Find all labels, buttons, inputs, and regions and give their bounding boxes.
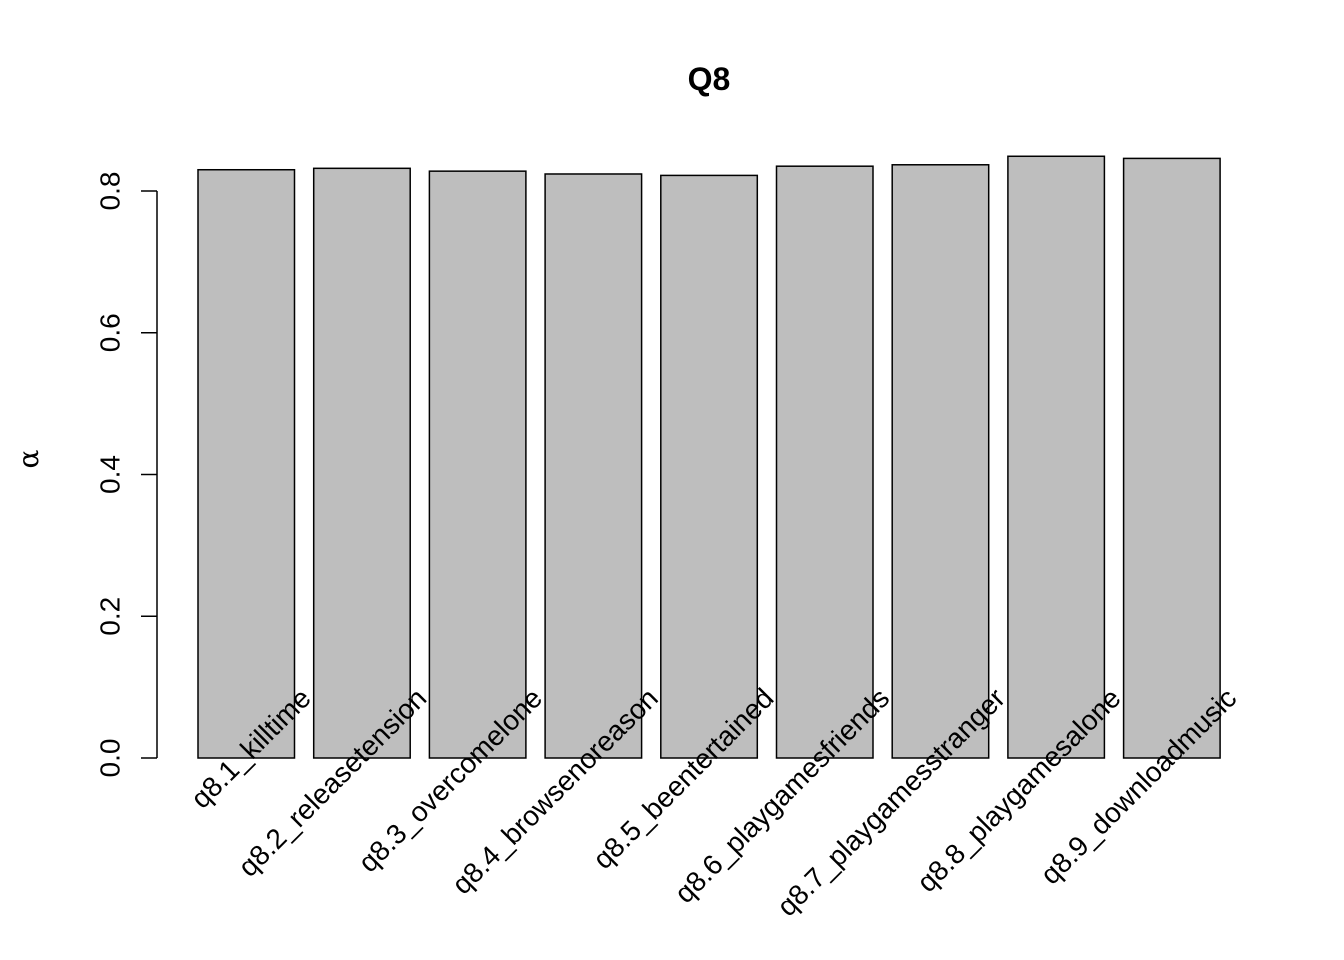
y-tick-label: 0.0 (94, 739, 125, 778)
y-tick-label: 0.2 (94, 597, 125, 636)
y-tick-label: 0.6 (94, 313, 125, 352)
bar-5 (660, 174, 759, 759)
y-tick-label: 0.4 (94, 455, 125, 494)
y-axis-label: α (12, 449, 45, 468)
bar-8 (1007, 155, 1106, 759)
y-axis: 0.0 0.2 0.4 0.6 0.8 (94, 172, 158, 778)
bar-1 (197, 168, 296, 759)
bar-4 (544, 173, 643, 759)
bar-7 (891, 164, 990, 759)
bars-group (197, 155, 1221, 759)
bar-2 (312, 167, 411, 759)
bar-9 (1122, 157, 1221, 759)
bar-6 (775, 165, 874, 759)
chart-title: Q8 (688, 61, 731, 97)
bar-3 (428, 170, 527, 759)
y-tick-label: 0.8 (94, 172, 125, 211)
